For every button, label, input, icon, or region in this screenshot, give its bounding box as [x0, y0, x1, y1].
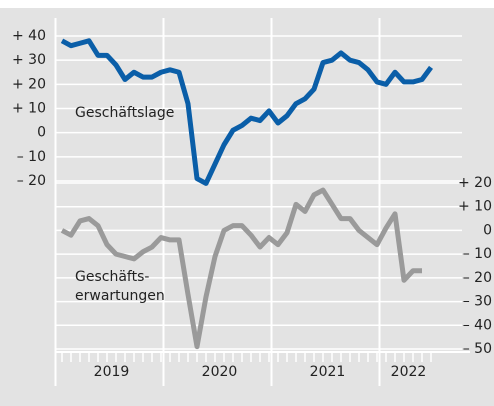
x-tick-label: 2020	[202, 364, 238, 380]
x-tick-label: 2019	[94, 364, 130, 380]
y2-tick-label: – 50	[463, 341, 492, 357]
y2-tick-label: – 40	[463, 317, 492, 333]
x-tick-label: 2022	[391, 364, 427, 380]
y-tick-label: – 10	[17, 149, 46, 165]
x-tick-label: 2021	[310, 364, 346, 380]
y-tick-label: + 10	[12, 101, 46, 117]
series-label: Geschäftslage	[75, 105, 174, 121]
y-tick-label: – 20	[17, 173, 46, 189]
y2-tick-label: + 10	[458, 199, 492, 215]
line-series	[60, 38, 434, 186]
top-strip	[0, 0, 494, 8]
series-label: Geschäfts-	[75, 269, 149, 285]
y-tick-label: + 30	[12, 52, 46, 68]
y2-tick-label: – 20	[463, 270, 492, 286]
y2-tick-label: – 10	[463, 246, 492, 262]
y-tick-label: 0	[37, 125, 46, 141]
y-tick-label: + 40	[12, 28, 46, 44]
series-label: erwartungen	[75, 288, 165, 304]
y2-tick-label: 0	[483, 222, 492, 238]
line-series	[60, 187, 422, 350]
y-tick-label: + 20	[12, 76, 46, 92]
y2-tick-label: + 20	[458, 175, 492, 191]
y2-tick-label: – 30	[463, 294, 492, 310]
